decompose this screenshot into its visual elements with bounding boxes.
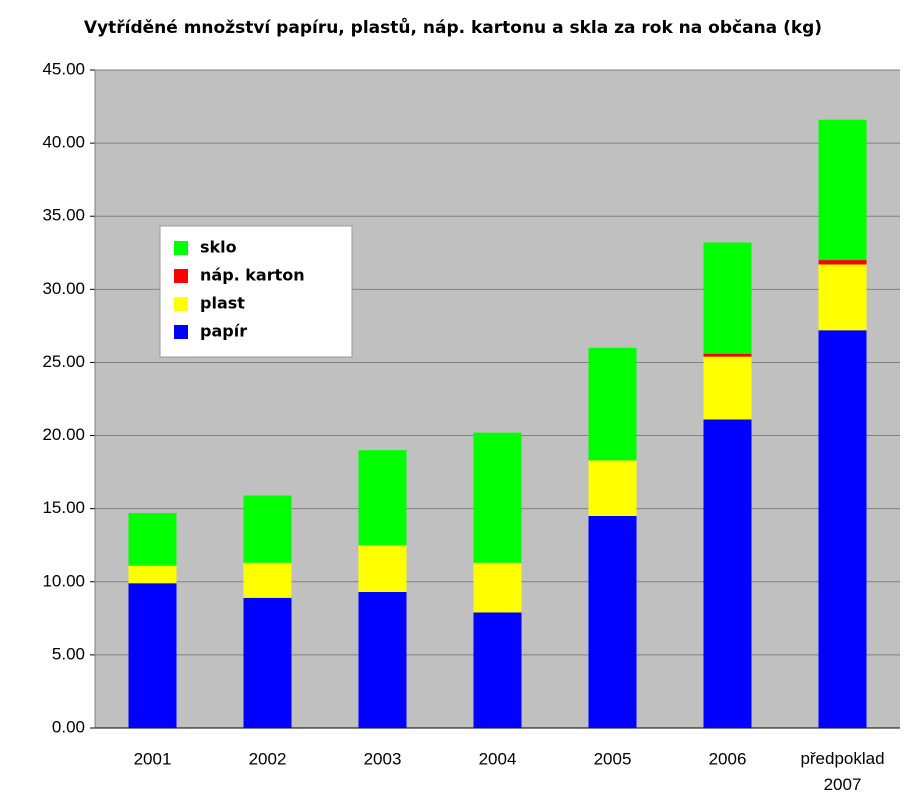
x-tick-label: 2001 <box>134 749 172 768</box>
y-tick-label: 25.00 <box>42 352 85 371</box>
y-tick-label: 15.00 <box>42 498 85 517</box>
bar-segment <box>703 356 752 420</box>
bar-segment <box>128 513 177 566</box>
legend-swatch <box>174 269 188 283</box>
y-tick-label: 30.00 <box>42 279 85 298</box>
bar-segment <box>128 583 177 728</box>
x-tick-label: 2003 <box>364 749 402 768</box>
legend-label: sklo <box>200 238 237 257</box>
x-tick-label: 2002 <box>249 749 287 768</box>
x-tick-label: předpoklad 2007 <box>800 749 884 794</box>
legend-label: papír <box>200 322 247 341</box>
bar-segment <box>358 545 407 593</box>
legend-swatch <box>174 297 188 311</box>
y-tick-label: 10.00 <box>42 571 85 590</box>
bar-segment <box>243 562 292 598</box>
y-tick-label: 40.00 <box>42 133 85 152</box>
legend-label: náp. karton <box>200 266 305 285</box>
chart-title: Vytříděné množství papíru, plastů, náp. … <box>84 16 822 38</box>
bar-segment <box>818 119 867 261</box>
y-tick-label: 0.00 <box>52 717 85 736</box>
bar-segment <box>128 565 177 584</box>
bar-segment <box>358 450 407 546</box>
bar-segment <box>818 264 867 331</box>
y-tick-label: 35.00 <box>42 206 85 225</box>
legend-box <box>159 225 353 358</box>
y-tick-label: 5.00 <box>52 644 85 663</box>
bar-segment <box>588 347 637 461</box>
legend-label: plast <box>200 294 245 313</box>
bar-segment <box>243 495 292 563</box>
bar-segment <box>703 353 752 357</box>
legend-swatch <box>174 325 188 339</box>
x-tick-label: 2004 <box>479 749 517 768</box>
bar-segment <box>588 515 637 728</box>
y-tick-label: 20.00 <box>42 425 85 444</box>
x-tick-label: 2006 <box>709 749 747 768</box>
bar-segment <box>473 612 522 728</box>
bar-segment <box>818 330 867 728</box>
bar-segment <box>703 419 752 728</box>
bar-segment <box>473 432 522 563</box>
legend-swatch <box>174 241 188 255</box>
x-tick-label: 2005 <box>594 749 632 768</box>
bar-segment <box>473 562 522 613</box>
bar-segment <box>703 242 752 354</box>
bar-segment <box>358 592 407 728</box>
y-tick-label: 45.00 <box>42 59 85 78</box>
bar-segment <box>818 260 867 265</box>
bar-segment <box>588 460 637 516</box>
bar-segment <box>243 597 292 728</box>
